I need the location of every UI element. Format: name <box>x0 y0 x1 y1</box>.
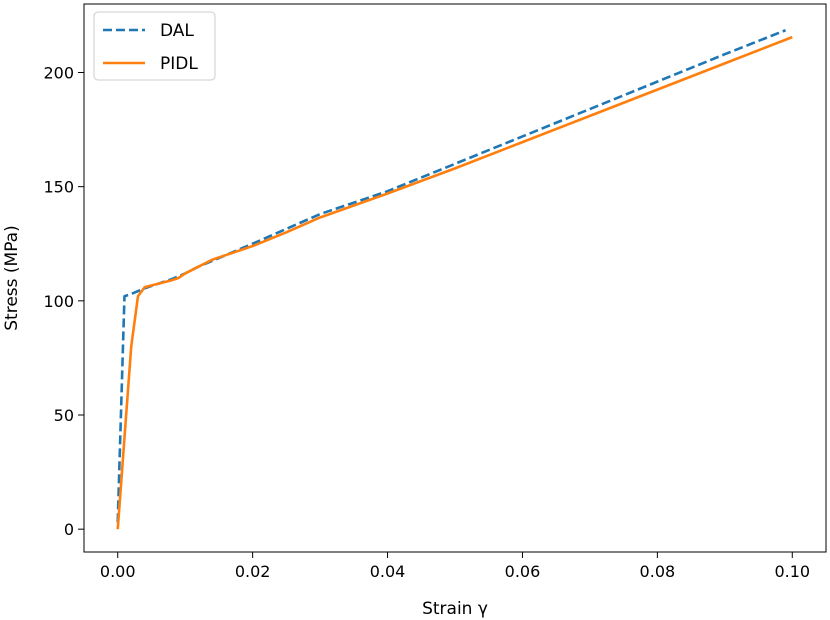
legend: DAL PIDL <box>93 11 216 81</box>
y-axis: 0 50 100 150 200 <box>43 64 84 539</box>
y-axis-label: Stress (MPa) <box>2 225 22 331</box>
x-tick-label: 0.08 <box>640 562 676 581</box>
y-tick-label: 200 <box>43 64 74 83</box>
x-tick-label: 0.02 <box>235 562 271 581</box>
x-tick-label: 0.00 <box>100 562 136 581</box>
x-axis: 0.00 0.02 0.04 0.06 0.08 0.10 <box>100 552 810 581</box>
plot-area-frame <box>83 3 827 553</box>
x-tick-label: 0.10 <box>774 562 810 581</box>
series-layer <box>116 29 793 530</box>
x-axis-label: Strain γ <box>422 599 488 619</box>
legend-label-dal: DAL <box>160 21 194 41</box>
series-line-dal <box>116 29 787 523</box>
x-tick-label: 0.04 <box>370 562 406 581</box>
series-line-pidl <box>116 35 793 530</box>
x-tick-label: 0.06 <box>505 562 541 581</box>
y-tick-label: 50 <box>54 406 74 425</box>
y-tick-label: 100 <box>43 292 74 311</box>
y-tick-label: 0 <box>64 520 74 539</box>
y-tick-label: 150 <box>43 178 74 197</box>
legend-label-pidl: PIDL <box>160 54 198 74</box>
